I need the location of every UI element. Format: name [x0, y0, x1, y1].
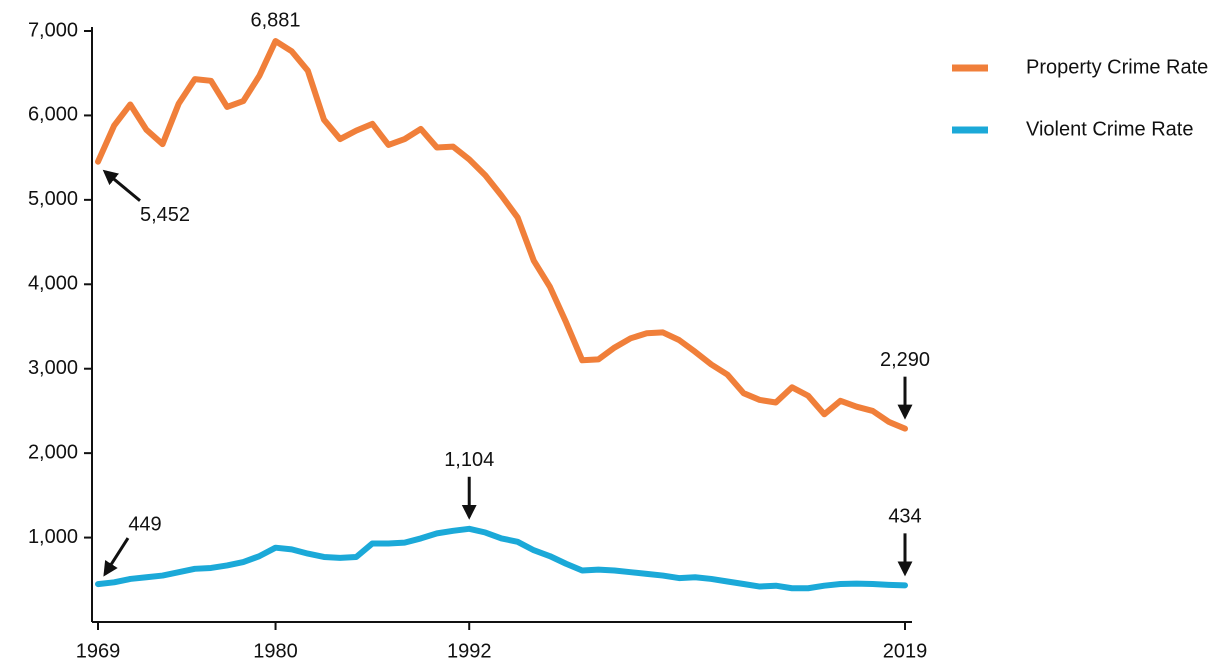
annotation-arrow: [103, 537, 130, 577]
x-tick-label: 1980: [253, 640, 298, 662]
y-tick-label: 5,000: [28, 188, 78, 210]
legend-label: Property Crime Rate: [1026, 56, 1208, 78]
legend-label: Violent Crime Rate: [1026, 118, 1193, 140]
value-label: 5,452: [140, 204, 190, 226]
value-label: 449: [128, 513, 161, 535]
value-label: 434: [888, 506, 921, 528]
annotation-arrow: [102, 169, 141, 202]
y-tick-label: 7,000: [28, 19, 78, 41]
y-tick-label: 1,000: [28, 526, 78, 548]
y-tick-label: 2,000: [28, 441, 78, 463]
y-tick-label: 4,000: [28, 273, 78, 295]
y-tick-label: 3,000: [28, 357, 78, 379]
line-series: [95, 525, 908, 592]
value-label: 1,104: [444, 449, 494, 471]
x-tick-label: 1992: [447, 640, 492, 662]
x-tick-label: 2019: [883, 640, 928, 662]
y-tick-label: 6,000: [28, 104, 78, 126]
value-label: 6,881: [251, 9, 301, 31]
x-tick-label: 1969: [76, 640, 121, 662]
line-series: [95, 38, 908, 432]
value-label: 2,290: [880, 349, 930, 371]
